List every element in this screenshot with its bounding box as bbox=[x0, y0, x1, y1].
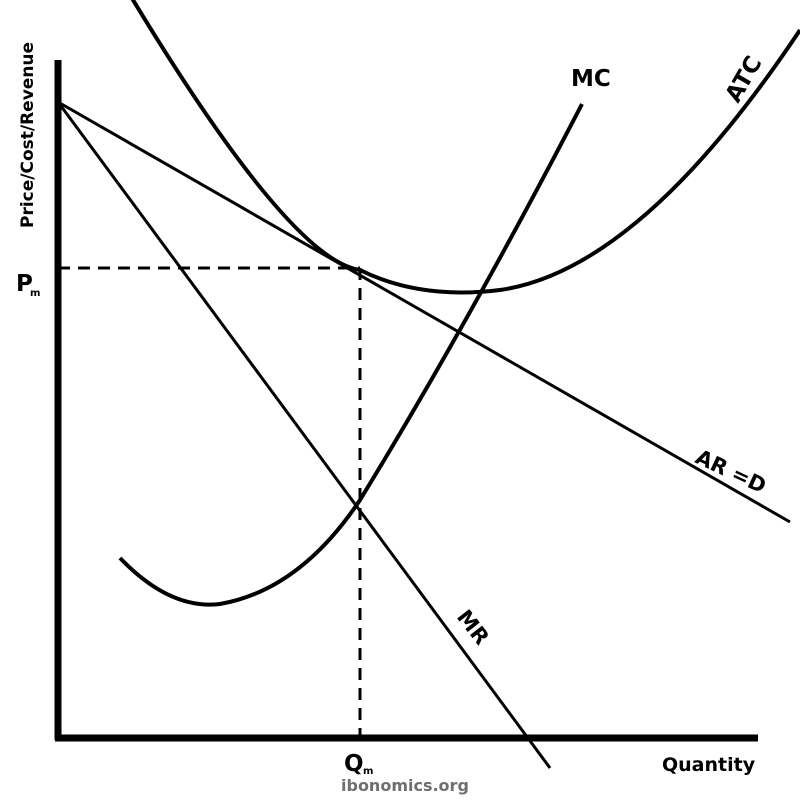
mc-curve bbox=[118, 103, 584, 607]
x-axis-label: Quantity bbox=[662, 754, 756, 776]
price-marker-subscript: m bbox=[30, 288, 40, 299]
quantity-marker-subscript: m bbox=[363, 766, 373, 777]
quantity-marker-label: Q bbox=[344, 751, 364, 777]
atc-label: ATC bbox=[721, 52, 768, 107]
mr-line bbox=[56, 101, 552, 769]
mc-label: MC bbox=[571, 66, 611, 92]
ar-demand-label: AR =D bbox=[692, 445, 770, 498]
price-marker-label: P bbox=[16, 271, 33, 297]
ar-demand-line bbox=[57, 100, 791, 524]
atc-curve bbox=[130, 0, 800, 295]
y-axis-label: Price/Cost/Revenue bbox=[18, 42, 38, 228]
watermark: ibonomics.org bbox=[341, 776, 469, 795]
